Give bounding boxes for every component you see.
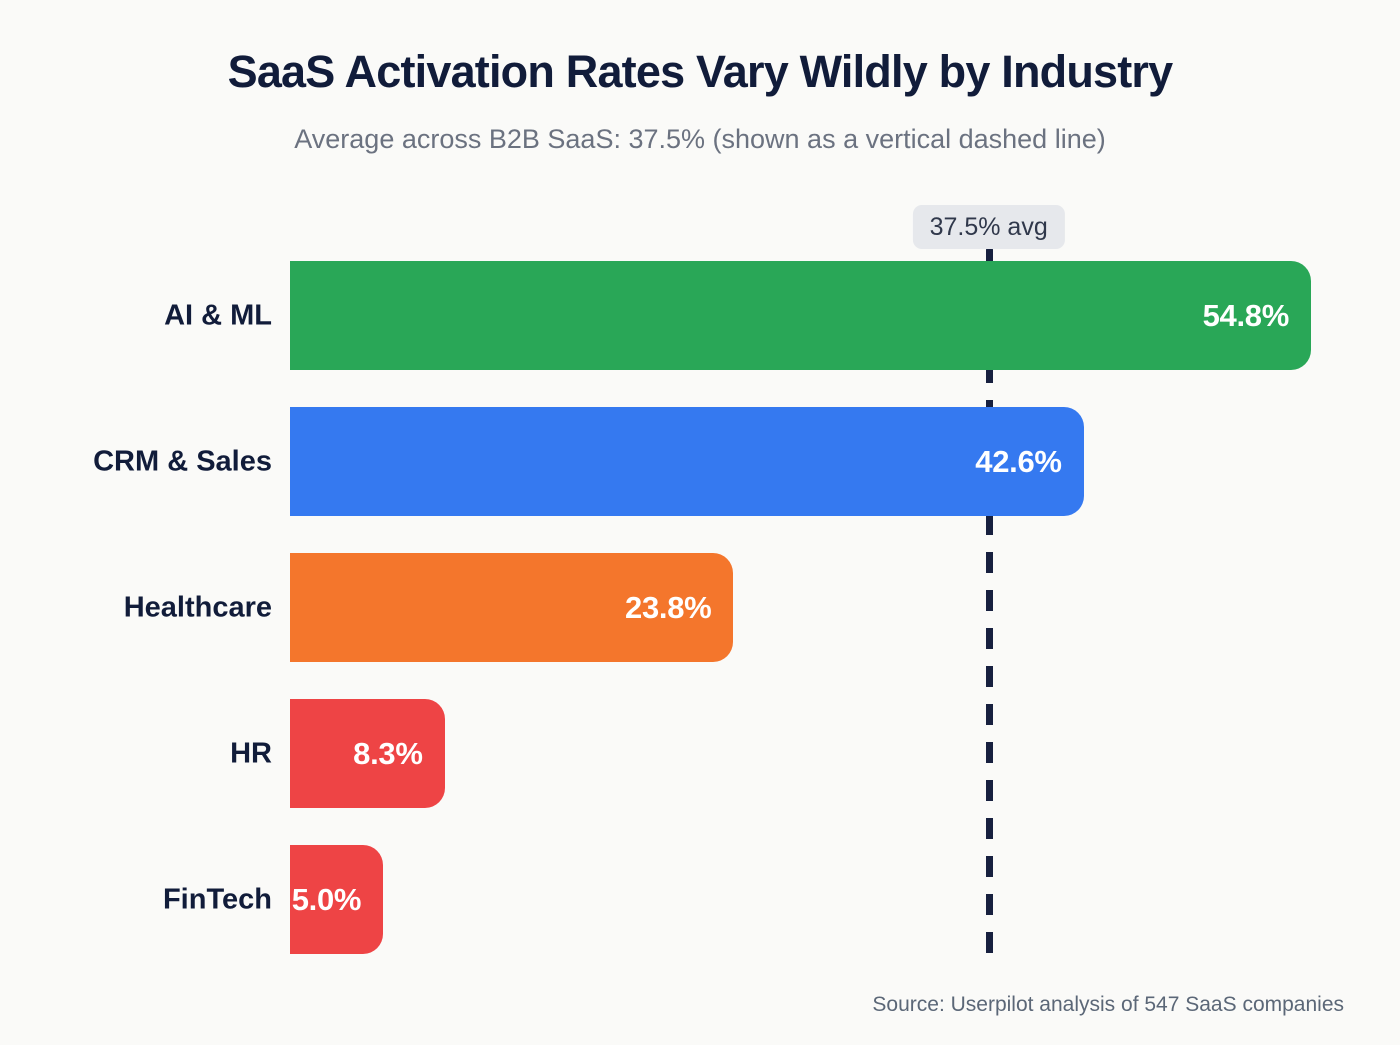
- chart-title: SaaS Activation Rates Vary Wildly by Ind…: [227, 46, 1174, 97]
- bar-value-label: 54.8%: [1202, 297, 1290, 333]
- category-label: FinTech: [162, 883, 272, 915]
- bar-value-label: 5.0%: [291, 881, 362, 917]
- category-label: CRM & Sales: [93, 445, 272, 477]
- average-reference-line: [985, 248, 993, 960]
- bar[interactable]: 5.0%: [290, 845, 384, 954]
- category-label: Healthcare: [123, 591, 272, 623]
- bar[interactable]: 23.8%: [290, 553, 734, 662]
- bar-value-label: 23.8%: [625, 589, 712, 625]
- source-note: Source: Userpilot analysis of 547 SaaS c…: [872, 993, 1344, 1016]
- bar[interactable]: 8.3%: [290, 699, 445, 808]
- category-label: AI & ML: [164, 299, 272, 331]
- bar-value-label: 42.6%: [975, 443, 1062, 479]
- chart-subtitle: Average across B2B SaaS: 37.5% (shown as…: [294, 124, 1106, 154]
- bar[interactable]: 54.8%: [290, 261, 1311, 370]
- average-reference-badge: 37.5% avg: [912, 205, 1065, 249]
- bar-value-label: 8.3%: [353, 735, 423, 771]
- category-label: HR: [230, 737, 272, 769]
- bar[interactable]: 42.6%: [290, 407, 1084, 516]
